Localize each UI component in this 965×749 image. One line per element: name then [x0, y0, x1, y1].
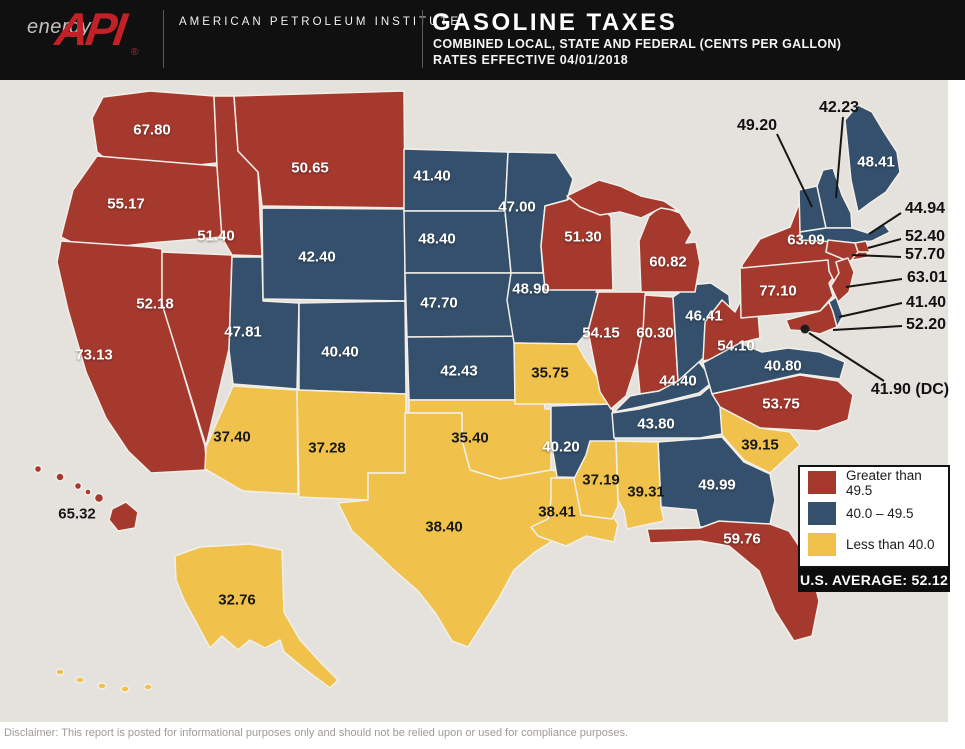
effective-date: RATES EFFECTIVE 04/01/2018 — [433, 53, 629, 67]
legend-swatch-high — [808, 471, 836, 494]
energy-logo-text: energy — [27, 16, 92, 38]
header-bar: energy API ® AMERICAN PETROLEUM INSTITUT… — [0, 0, 965, 80]
map-background — [0, 80, 948, 722]
legend-item-low: Less than 40.0 — [800, 529, 948, 560]
disclaimer-text: Disclaimer: This report is posted for in… — [4, 727, 629, 739]
org-name: AMERICAN PETROLEUM INSTITUTE — [179, 16, 462, 28]
legend-label-mid: 40.0 – 49.5 — [846, 506, 914, 521]
page-subtitle: COMBINED LOCAL, STATE AND FEDERAL (CENTS… — [433, 37, 842, 51]
legend-item-mid: 40.0 – 49.5 — [800, 498, 948, 529]
registered-mark: ® — [131, 47, 139, 58]
legend-swatch-mid — [808, 502, 836, 525]
legend-label-low: Less than 40.0 — [846, 537, 935, 552]
legend-box: Greater than 49.5 40.0 – 49.5 Less than … — [798, 465, 950, 568]
legend-item-high: Greater than 49.5 — [800, 467, 948, 498]
us-average-bar: U.S. AVERAGE: 52.12 — [798, 568, 950, 592]
api-logo: API — [52, 3, 128, 55]
header-divider-1 — [163, 10, 164, 68]
header-divider-2 — [422, 10, 423, 68]
legend-label-high: Greater than 49.5 — [846, 467, 922, 498]
page-title: GASOLINE TAXES — [432, 9, 678, 36]
legend-swatch-low — [808, 533, 836, 556]
